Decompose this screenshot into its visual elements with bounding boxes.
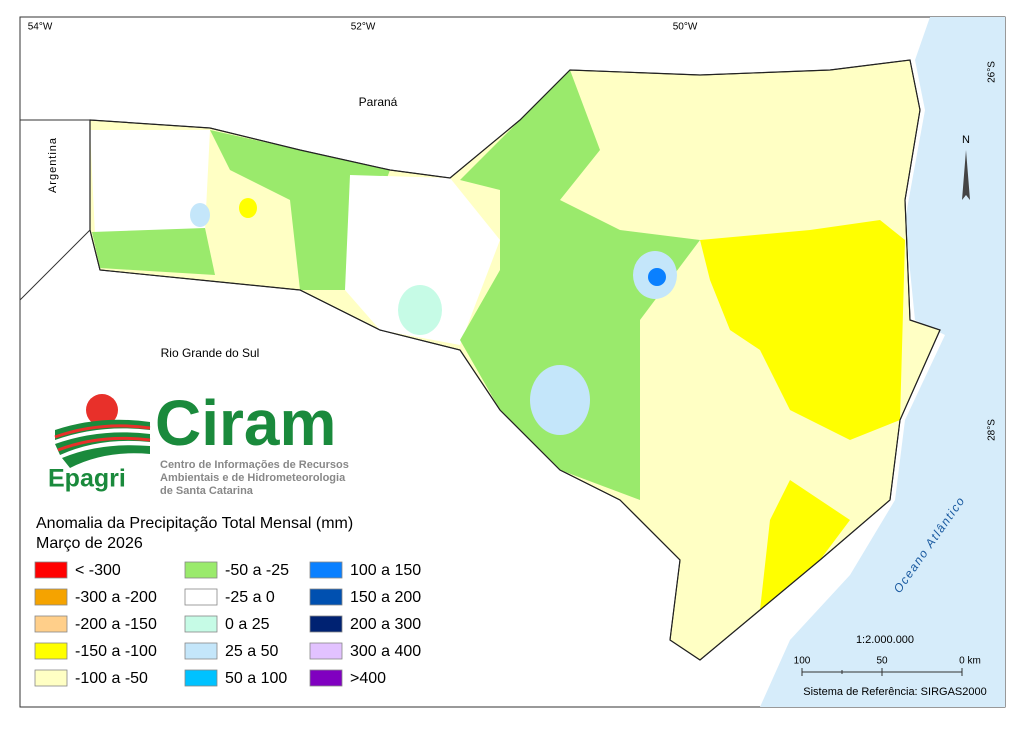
- legend-swatch: [309, 615, 343, 633]
- place-label: Argentina: [47, 137, 59, 193]
- graticule-label: 54°W: [28, 22, 53, 33]
- legend-period: Março de 2026: [36, 535, 143, 552]
- legend-label: < -300: [75, 562, 121, 579]
- ocean: [760, 17, 1005, 707]
- border-lines: [19, 119, 91, 301]
- logo-org: Epagri: [48, 465, 126, 493]
- legend-label: -50 a -25: [225, 562, 289, 579]
- legend-label: -150 a -100: [75, 643, 157, 660]
- legend-label: -200 a -150: [75, 616, 157, 633]
- legend-swatch: [309, 588, 343, 606]
- legend-swatch: [309, 642, 343, 660]
- legend-label: >400: [350, 670, 386, 687]
- scale-bar: [801, 668, 963, 676]
- anomaly-zones: [90, 70, 905, 610]
- graticule-label: 28°S: [987, 419, 998, 441]
- legend-label: 200 a 300: [350, 616, 421, 633]
- legend: < -300 -300 a -200 -200 a -150 -150 a -100 -…: [34, 561, 421, 687]
- legend-title: Anomalia da Precipitação Total Mensal (m…: [36, 515, 353, 532]
- logo-subtitle: Centro de Informações de Recursos: [160, 459, 349, 471]
- legend-swatch: [34, 669, 68, 687]
- legend-swatch: [184, 669, 218, 687]
- legend-swatch: [184, 588, 218, 606]
- scale-tick-label: 50: [876, 656, 888, 667]
- legend-swatch: [34, 588, 68, 606]
- logo-subtitle: de Santa Catarina: [160, 485, 254, 497]
- scale-ratio: 1:2.000.000: [856, 634, 914, 646]
- legend-label: 150 a 200: [350, 589, 421, 606]
- legend-swatch: [34, 642, 68, 660]
- legend-swatch: [34, 615, 68, 633]
- legend-label: 100 a 150: [350, 562, 421, 579]
- legend-swatch: [309, 561, 343, 579]
- legend-swatch: [184, 561, 218, 579]
- reference-system: Sistema de Referência: SIRGAS2000: [803, 686, 986, 698]
- place-label: Rio Grande do Sul: [161, 346, 260, 360]
- logo-subtitle: Ambientais e de Hidrometeorologia: [160, 472, 346, 484]
- logo: Ciram Epagri Centro de Informações de Re…: [48, 387, 349, 497]
- scale-tick-label: 100: [794, 656, 811, 667]
- logo-name: Ciram: [155, 387, 336, 459]
- scale-tick-label: 0 km: [959, 656, 981, 667]
- north-arrow: [962, 150, 970, 200]
- graticule-label: 50°W: [673, 22, 698, 33]
- legend-label: 0 a 25: [225, 616, 270, 633]
- legend-label: -100 a -50: [75, 670, 148, 687]
- legend-label: 50 a 100: [225, 670, 287, 687]
- state-outline: [89, 59, 941, 661]
- legend-label: -25 a 0: [225, 589, 275, 606]
- north-arrow-label: N: [962, 134, 970, 146]
- legend-swatch: [184, 615, 218, 633]
- legend-label: 300 a 400: [350, 643, 421, 660]
- legend-swatch: [309, 669, 343, 687]
- legend-swatch: [34, 561, 68, 579]
- graticule-label: 26°S: [987, 61, 998, 83]
- legend-label: -300 a -200: [75, 589, 157, 606]
- graticule-label: 52°W: [351, 22, 376, 33]
- legend-swatch: [184, 642, 218, 660]
- legend-label: 25 a 50: [225, 643, 278, 660]
- place-label: Paraná: [359, 95, 398, 109]
